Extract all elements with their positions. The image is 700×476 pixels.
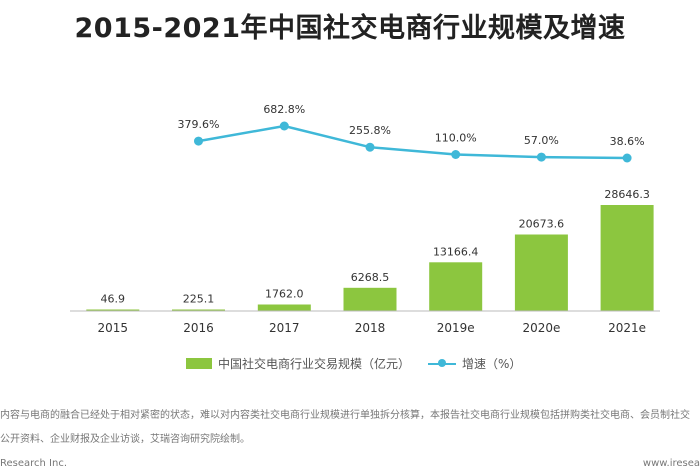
bar-2016 bbox=[172, 309, 225, 311]
bar-series bbox=[86, 205, 654, 311]
copyright-text: Research Inc. bbox=[0, 458, 68, 469]
bar-value-label-2020e: 20673.6 bbox=[519, 218, 565, 231]
growth-label-2018: 255.8% bbox=[349, 124, 391, 137]
legend-bar-swatch bbox=[186, 357, 212, 369]
bar-2019e bbox=[429, 262, 483, 311]
bar-2015 bbox=[86, 309, 140, 311]
line-series bbox=[194, 121, 632, 163]
legend-line-label: 增速（%） bbox=[462, 356, 522, 371]
growth-point-2019e bbox=[451, 150, 461, 159]
growth-point-2017 bbox=[279, 121, 289, 131]
growth-point-2020e bbox=[536, 152, 546, 162]
bar-value-label-2021e: 28646.3 bbox=[604, 188, 650, 201]
legend-line-marker bbox=[428, 358, 457, 369]
legend-bar-label: 中国社交电商行业交易规模（亿元） bbox=[218, 356, 411, 371]
growth-label-2021e: 38.6% bbox=[610, 135, 645, 148]
chart-title: 2015-2021年中国社交电商行业规模及增速 bbox=[74, 13, 626, 44]
x-tick-2021e: 2021e bbox=[608, 321, 646, 335]
legend: 中国社交电商行业交易规模（亿元） 增速（%） bbox=[186, 354, 521, 372]
footer-row: Research Inc. www.iresea bbox=[0, 452, 700, 476]
footnote-line-1: 内容与电商的融合已经处于相对紧密的状态，难以对内容类社交电商行业规模进行单独拆分… bbox=[0, 410, 690, 421]
x-tick-2016: 2016 bbox=[183, 321, 214, 335]
growth-point-2018 bbox=[365, 142, 375, 152]
x-tick-2019e: 2019e bbox=[437, 321, 475, 335]
growth-point-2016 bbox=[194, 136, 203, 146]
footnotes: 内容与电商的融合已经处于相对紧密的状态，难以对内容类社交电商行业规模进行单独拆分… bbox=[0, 404, 700, 476]
bar-value-label-2015: 46.9 bbox=[101, 293, 126, 306]
growth-label-2020e: 57.0% bbox=[524, 134, 559, 147]
footnote-line-2: 公开资料、企业财报及企业访谈，艾瑞咨询研究院绘制。 bbox=[0, 434, 250, 445]
x-tick-labels: 2015 2016 2017 2018 2019e 2020e 2021e bbox=[98, 321, 647, 335]
bar-2018 bbox=[343, 287, 397, 311]
bar-value-label-2017: 1762.0 bbox=[265, 288, 304, 301]
x-tick-2018: 2018 bbox=[355, 321, 386, 335]
chart-area: 46.9 225.1 1762.0 6268.5 13166.4 20673.6 28646… bbox=[70, 103, 660, 335]
bar-value-label-2018: 6268.5 bbox=[351, 271, 390, 284]
bar-value-label-2019e: 13166.4 bbox=[433, 245, 479, 258]
data-labels: 46.9 225.1 1762.0 6268.5 13166.4 20673.6 28646… bbox=[101, 103, 650, 306]
legend-line-dot bbox=[438, 358, 447, 367]
source-url: www.iresea bbox=[642, 458, 700, 469]
growth-line-path bbox=[198, 124, 628, 160]
bar-2021e bbox=[600, 205, 654, 311]
growth-label-2016: 379.6% bbox=[178, 118, 220, 131]
x-tick-2015: 2015 bbox=[98, 321, 129, 335]
growth-label-2019e: 110.0% bbox=[435, 132, 477, 145]
growth-label-2017: 682.8% bbox=[263, 103, 305, 116]
bar-2020e bbox=[514, 234, 568, 311]
x-tick-2020e: 2020e bbox=[522, 321, 560, 335]
bar-2017 bbox=[257, 304, 311, 311]
bar-value-label-2016: 225.1 bbox=[183, 293, 215, 306]
growth-point-2021e bbox=[622, 153, 632, 163]
x-tick-2017: 2017 bbox=[269, 321, 300, 335]
